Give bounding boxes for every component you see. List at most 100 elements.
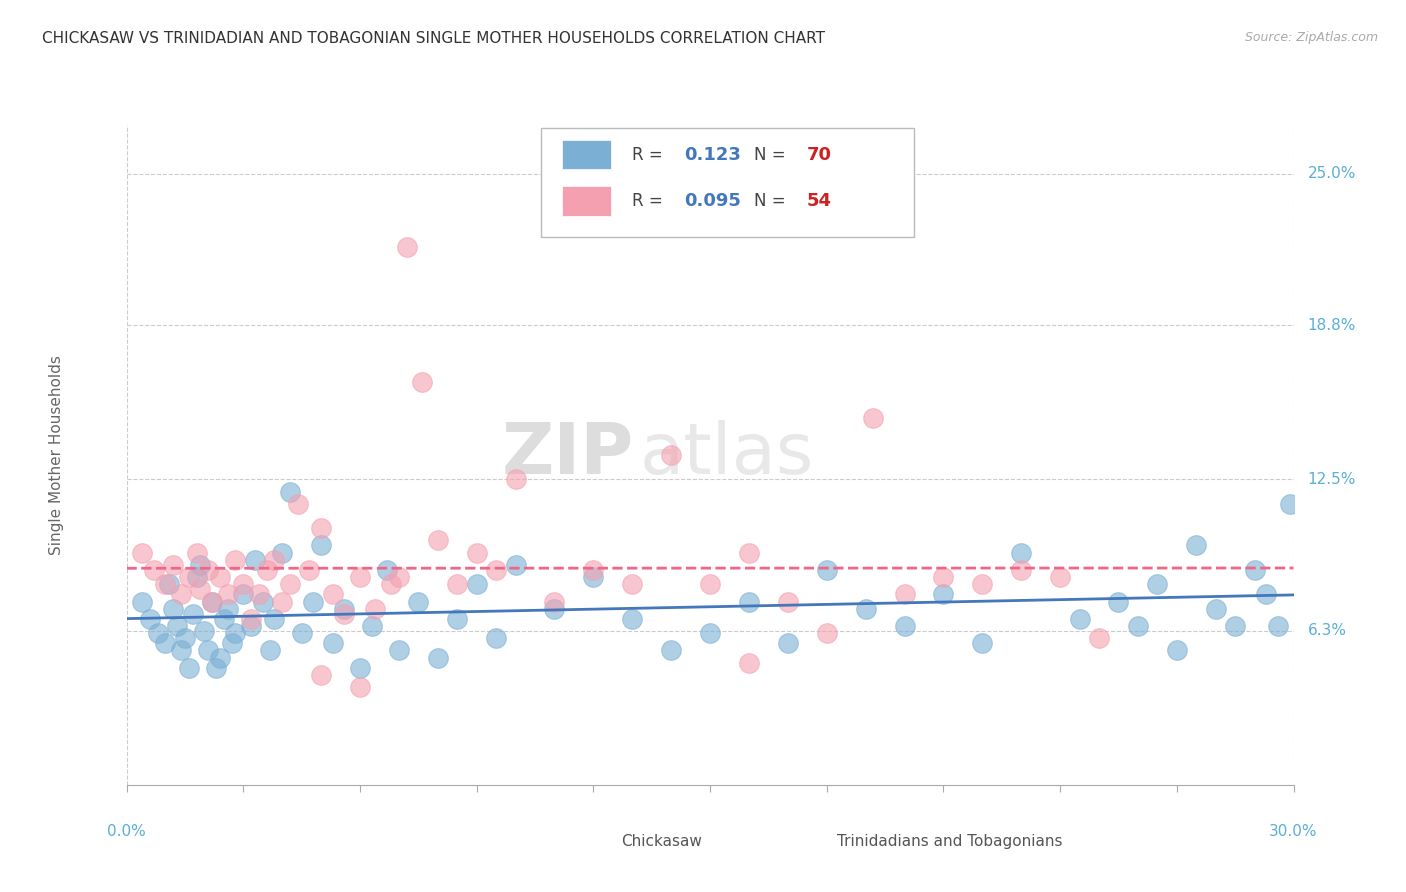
Point (162, 602, 184, 616)
Point (1278, 497, 1301, 511)
FancyBboxPatch shape (786, 828, 824, 855)
Point (278, 484, 301, 499)
Point (181, 607, 204, 621)
Text: atlas: atlas (640, 420, 814, 490)
Point (426, 533, 449, 548)
Point (157, 577, 180, 591)
Point (240, 612, 263, 626)
Text: Chickasaw: Chickasaw (621, 833, 702, 848)
Point (932, 570, 955, 584)
Point (177, 570, 200, 584)
Point (217, 587, 239, 601)
Point (333, 607, 356, 621)
Point (170, 587, 193, 601)
Point (862, 411, 884, 425)
Text: 0.0%: 0.0% (107, 824, 146, 838)
Point (155, 577, 177, 591)
Text: R =: R = (631, 192, 668, 210)
Point (212, 612, 235, 626)
Point (309, 521, 332, 535)
Point (855, 602, 877, 616)
Point (1069, 612, 1091, 626)
Point (232, 577, 254, 591)
Point (298, 563, 321, 577)
Point (388, 643, 411, 657)
Point (208, 650, 231, 665)
Point (197, 643, 219, 657)
Point (659, 448, 682, 462)
Point (217, 602, 239, 616)
Text: Trinidadians and Tobagonians: Trinidadians and Tobagonians (837, 833, 1063, 848)
Point (738, 656, 761, 670)
Point (221, 636, 243, 650)
Text: Source: ZipAtlas.com: Source: ZipAtlas.com (1244, 31, 1378, 45)
Point (259, 643, 281, 657)
Point (186, 546, 208, 560)
Point (290, 626, 312, 640)
FancyBboxPatch shape (562, 140, 610, 169)
Point (190, 558, 212, 572)
Point (446, 612, 468, 626)
Point (309, 668, 332, 682)
Point (1256, 587, 1278, 601)
Point (146, 626, 169, 640)
Point (193, 624, 215, 638)
Point (621, 612, 644, 626)
Point (201, 594, 224, 608)
Point (446, 577, 468, 591)
Point (224, 553, 246, 567)
Point (659, 643, 682, 657)
Point (1126, 619, 1149, 633)
Point (505, 558, 527, 572)
Point (485, 563, 508, 577)
Point (139, 612, 162, 626)
Point (186, 570, 208, 584)
Point (699, 626, 721, 640)
Point (893, 587, 915, 601)
Point (247, 587, 270, 601)
Point (197, 563, 219, 577)
Point (1088, 632, 1111, 646)
Point (505, 472, 527, 486)
Text: N =: N = (755, 145, 792, 163)
Point (349, 680, 371, 694)
Point (271, 546, 294, 560)
Point (1205, 602, 1227, 616)
Text: 18.8%: 18.8% (1308, 318, 1355, 333)
Point (243, 553, 266, 567)
Point (388, 570, 411, 584)
Point (1049, 570, 1071, 584)
Point (287, 497, 309, 511)
Text: CHICKASAW VS TRINIDADIAN AND TOBAGONIAN SINGLE MOTHER HOUSEHOLDS CORRELATION CHA: CHICKASAW VS TRINIDADIAN AND TOBAGONIAN … (42, 31, 825, 46)
Point (426, 650, 449, 665)
Point (738, 594, 761, 608)
FancyBboxPatch shape (562, 186, 610, 216)
Point (972, 577, 994, 591)
Text: 30.0%: 30.0% (1270, 824, 1317, 838)
Text: 0.095: 0.095 (685, 192, 741, 210)
Point (360, 619, 382, 633)
Point (166, 619, 188, 633)
Text: 6.3%: 6.3% (1308, 624, 1347, 639)
Point (815, 626, 838, 640)
Point (932, 587, 955, 601)
Point (543, 594, 565, 608)
Point (322, 587, 344, 601)
Point (1166, 643, 1188, 657)
Point (1146, 577, 1168, 591)
Text: 12.5%: 12.5% (1308, 472, 1355, 487)
Point (815, 563, 838, 577)
Point (1223, 619, 1246, 633)
Point (465, 577, 488, 591)
Point (1185, 538, 1208, 552)
Text: ZIP: ZIP (502, 420, 634, 490)
Text: Single Mother Households: Single Mother Households (49, 355, 65, 555)
Point (174, 632, 197, 646)
Point (776, 594, 799, 608)
Point (349, 660, 371, 674)
Point (170, 643, 193, 657)
Point (131, 594, 153, 608)
Point (190, 582, 212, 597)
Point (278, 577, 301, 591)
Point (364, 602, 387, 616)
